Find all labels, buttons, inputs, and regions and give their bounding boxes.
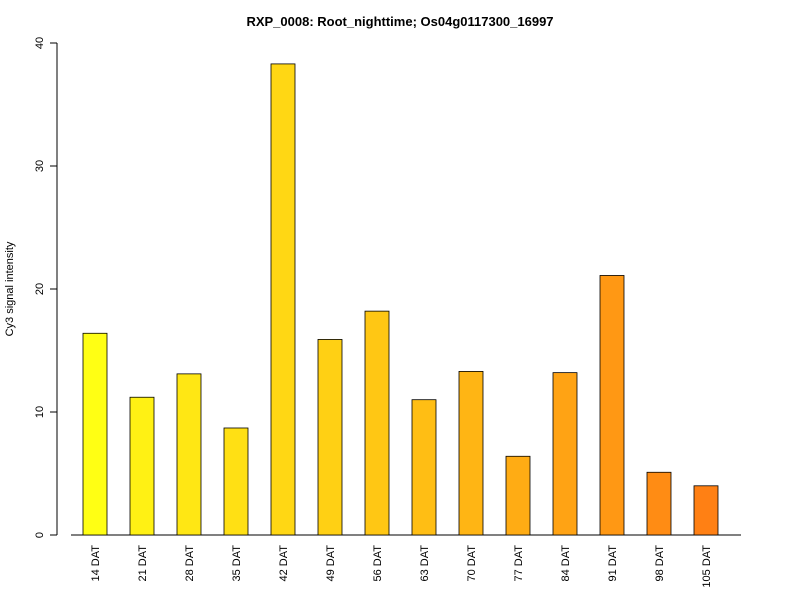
- bar: [317, 339, 343, 536]
- x-tick-label: 98 DAT: [654, 545, 666, 582]
- y-tick-label: 30: [34, 160, 46, 172]
- bar: [223, 427, 249, 536]
- bar: [693, 485, 719, 536]
- x-tick-label: 56 DAT: [372, 545, 384, 582]
- bar: [458, 371, 484, 536]
- x-tick-label: 35 DAT: [231, 545, 243, 582]
- bar: [82, 332, 108, 536]
- x-tick-label: 42 DAT: [278, 545, 290, 582]
- y-tick-label: 40: [34, 37, 46, 49]
- chart-title: RXP_0008: Root_nighttime; Os04g0117300_1…: [246, 14, 553, 29]
- x-tick-label: 21 DAT: [137, 545, 149, 582]
- x-tick-label: 28 DAT: [184, 545, 196, 582]
- bar: [129, 396, 155, 536]
- y-axis-label: Cy3 signal intensity: [4, 241, 16, 336]
- x-tick-label: 63 DAT: [419, 545, 431, 582]
- bar: [646, 471, 672, 536]
- x-tick-label: 77 DAT: [513, 545, 525, 582]
- x-tick-label: 14 DAT: [90, 545, 102, 582]
- x-tick-label: 70 DAT: [466, 545, 478, 582]
- bar: [552, 372, 578, 536]
- x-tick-label: 49 DAT: [325, 545, 337, 582]
- y-tick-label: 20: [34, 283, 46, 295]
- bars: [82, 63, 719, 536]
- x-tick-label: 105 DAT: [701, 545, 713, 588]
- bar: [270, 63, 296, 536]
- x-tick-label: 91 DAT: [607, 545, 619, 582]
- bar: [176, 373, 202, 536]
- y-tick-label: 0: [34, 532, 46, 538]
- bar: [411, 399, 437, 536]
- x-tick-label: 84 DAT: [560, 545, 572, 582]
- y-axis: 0 10 20 30 40: [34, 37, 58, 538]
- bar: [364, 310, 390, 536]
- bar: [599, 275, 625, 536]
- bar: [505, 455, 531, 536]
- y-tick-label: 10: [34, 406, 46, 418]
- x-tick-labels: 14 DAT 21 DAT 28 DAT 35 DAT 42 DAT 49 DAT 56 D…: [90, 545, 713, 588]
